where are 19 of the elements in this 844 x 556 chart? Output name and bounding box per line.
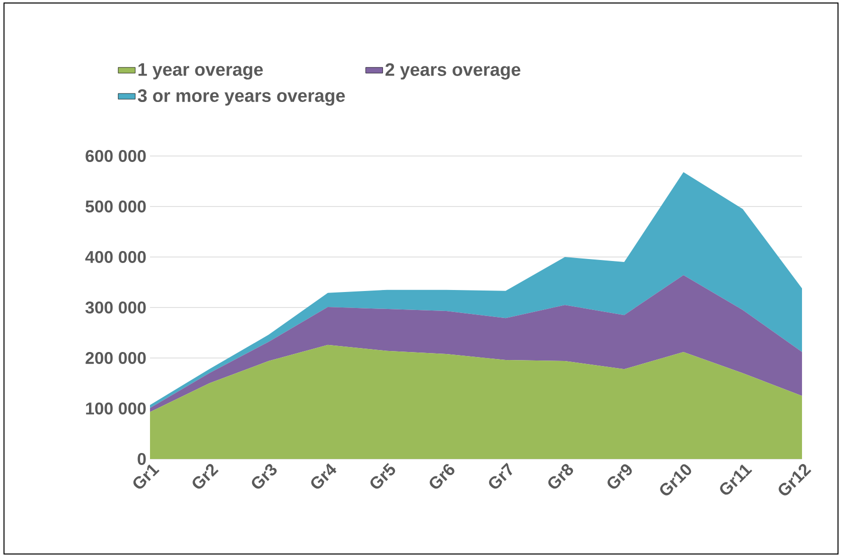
x-tick-label: Gr3: [252, 464, 277, 489]
x-tick-label: Gr2: [192, 464, 219, 489]
x-tick-label: Gr5: [370, 463, 396, 489]
x-tick-label: Gr1: [133, 464, 160, 489]
y-tick-label: 0: [138, 452, 146, 466]
x-tick-label: Gr7: [489, 462, 512, 489]
x-tick-label: Gr6: [430, 464, 454, 489]
x-tick-label: Gr9: [608, 464, 632, 489]
legend-label: 1 year overage: [138, 63, 263, 80]
y-tick-label: 100 000: [86, 402, 146, 415]
x-tick-label: Gr8: [548, 464, 574, 489]
y-tick-label: 400 000: [85, 250, 146, 264]
y-tick-label: 600 000: [86, 150, 146, 162]
y-tick-label: 500 000: [86, 200, 146, 213]
y-tick-label: 200 000: [86, 352, 146, 364]
legend-label: 3 or more years overage: [138, 89, 345, 106]
legend-label: 2 years overage: [386, 63, 520, 80]
y-tick-label: 300 000: [85, 301, 146, 314]
x-tick-label: Gr4: [311, 463, 336, 489]
